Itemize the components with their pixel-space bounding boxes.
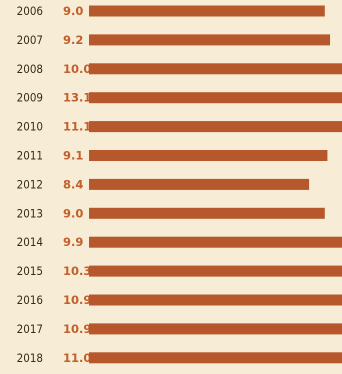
bar-2017 bbox=[89, 323, 342, 335]
year-label-2010: 2010 bbox=[17, 120, 43, 134]
bar-2007 bbox=[89, 34, 331, 46]
value-label-2018: 11.0 bbox=[63, 351, 91, 365]
bar-2013 bbox=[89, 207, 325, 219]
value-label-2006: 9.0 bbox=[63, 4, 83, 18]
bar-2006 bbox=[89, 5, 325, 17]
year-label-2011: 2011 bbox=[17, 149, 43, 163]
bar-2016 bbox=[89, 294, 342, 306]
value-label-2009: 13.1 bbox=[63, 91, 91, 105]
year-label-2007: 2007 bbox=[17, 33, 43, 47]
value-label-2011: 9.1 bbox=[63, 149, 83, 163]
value-label-2012: 8.4 bbox=[63, 177, 83, 191]
year-label-2013: 2013 bbox=[17, 206, 43, 220]
value-label-2007: 9.2 bbox=[63, 33, 83, 47]
year-label-2014: 2014 bbox=[17, 235, 43, 249]
value-label-2010: 11.1 bbox=[63, 120, 91, 134]
value-labels: 9.0 9.2 10.0 13.1 11.1 9.1 8.4 9.0 9.9 10.3 10.9 10… bbox=[63, 4, 91, 365]
value-label-2017: 10.9 bbox=[63, 322, 91, 336]
year-labels: 2006 2007 2008 2009 2010 2011 2012 2013 2014 2015… bbox=[17, 4, 43, 365]
bar-2011 bbox=[89, 150, 328, 161]
value-label-2015: 10.3 bbox=[63, 264, 91, 278]
bar-2018 bbox=[89, 352, 342, 364]
bar-2009 bbox=[89, 92, 342, 104]
value-label-2008: 10.0 bbox=[63, 62, 91, 76]
bar-2015 bbox=[89, 265, 342, 277]
year-label-2017: 2017 bbox=[17, 322, 43, 336]
value-label-2013: 9.0 bbox=[63, 206, 83, 220]
year-label-2006: 2006 bbox=[17, 4, 43, 18]
bar-2008 bbox=[89, 63, 342, 75]
year-label-2009: 2009 bbox=[17, 91, 43, 105]
value-label-2014: 9.9 bbox=[63, 235, 83, 249]
bar-2014 bbox=[89, 236, 342, 248]
year-label-2015: 2015 bbox=[17, 264, 43, 278]
year-label-2008: 2008 bbox=[17, 62, 43, 76]
year-label-2016: 2016 bbox=[17, 293, 43, 307]
bars bbox=[89, 5, 342, 364]
bar-2010 bbox=[89, 121, 342, 133]
year-label-2012: 2012 bbox=[17, 177, 43, 191]
year-label-2018: 2018 bbox=[17, 351, 43, 365]
bar-2012 bbox=[89, 178, 310, 190]
value-label-2016: 10.9 bbox=[63, 293, 91, 307]
